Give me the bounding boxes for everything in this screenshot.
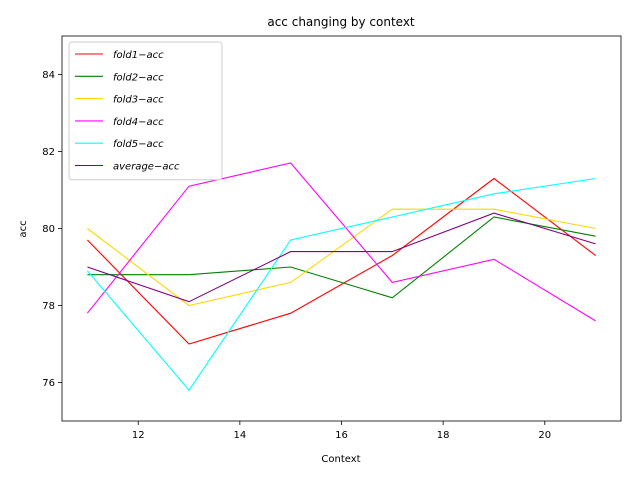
x-tick-label: 14 — [233, 430, 246, 441]
x-tick-label: 16 — [335, 430, 348, 441]
legend-label: fold4−acc — [113, 117, 164, 128]
legend-label: fold2−acc — [113, 72, 164, 83]
x-tick-label: 20 — [538, 430, 551, 441]
x-tick-label: 18 — [437, 430, 450, 441]
series-line-6 — [87, 212, 596, 303]
legend-label: fold3−acc — [113, 95, 164, 106]
y-tick-label: 84 — [42, 70, 55, 81]
series-line-2 — [87, 216, 596, 299]
legend-label: average−acc — [113, 162, 180, 173]
plot-area — [86, 162, 596, 392]
y-axis-title: acc — [18, 220, 29, 237]
series-line-3 — [87, 208, 596, 307]
y-tick-label: 82 — [42, 147, 55, 158]
series-line-4 — [86, 162, 596, 322]
x-tick-label: 12 — [132, 430, 145, 441]
legend: fold1−acc fold2−acc fold3−acc fold4−acc fold… — [68, 41, 223, 181]
x-axis-title: Context — [321, 454, 360, 465]
y-axis: 76 78 80 82 84 — [42, 70, 62, 389]
legend-label: fold1−acc — [113, 50, 164, 61]
y-tick-label: 78 — [42, 301, 55, 312]
y-tick-label: 76 — [42, 378, 55, 389]
x-axis: 12 14 16 18 20 — [132, 421, 551, 441]
y-tick-label: 80 — [42, 224, 55, 235]
chart-title: acc changing by context — [267, 15, 415, 29]
legend-box — [68, 41, 223, 181]
series-line-5 — [86, 177, 596, 392]
legend-label: fold5−acc — [113, 139, 164, 150]
